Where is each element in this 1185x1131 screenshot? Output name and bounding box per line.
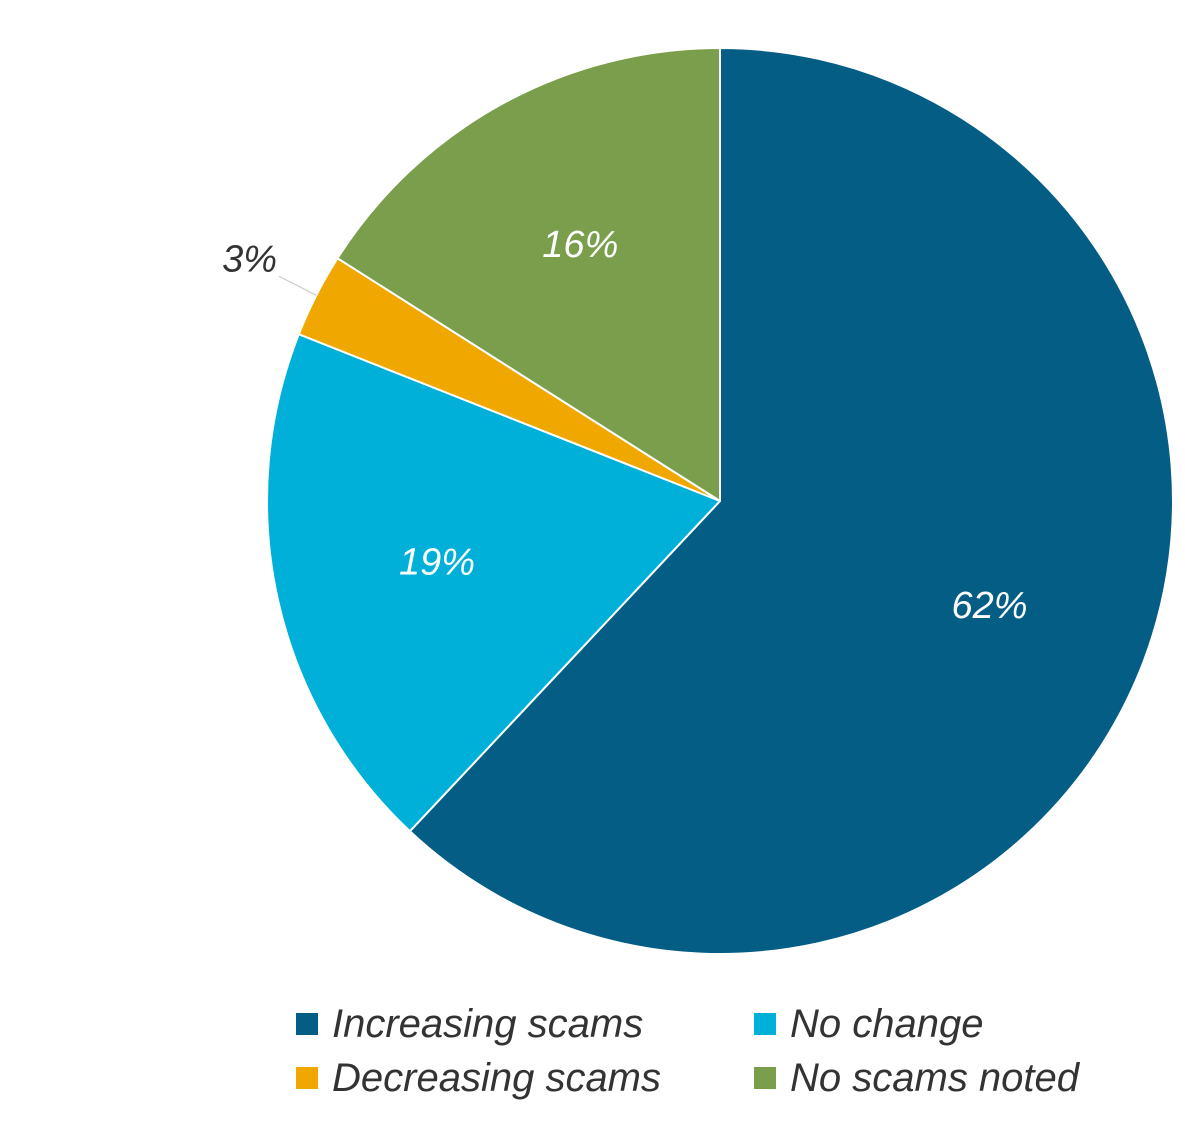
legend-item-no-scams-noted: No scams noted xyxy=(754,1050,1079,1106)
leader-line-decreasing-scams xyxy=(278,275,317,296)
slice-label-increasing-scams: 62% xyxy=(952,585,1028,627)
legend-label: Increasing scams xyxy=(332,1001,644,1046)
legend-item-increasing-scams: Increasing scams xyxy=(296,996,643,1052)
legend-swatch xyxy=(754,1013,776,1035)
legend-item-decreasing-scams: Decreasing scams xyxy=(296,1050,661,1106)
pie-slice-no-change xyxy=(266,333,721,833)
legend-label: No scams noted xyxy=(790,1055,1080,1100)
legend-label: No change xyxy=(790,1001,984,1046)
legend-swatch xyxy=(296,1067,318,1089)
slice-label-no-scams-noted: 16% xyxy=(542,224,618,266)
legend-swatch xyxy=(296,1013,318,1035)
slice-label-no-change: 19% xyxy=(399,541,475,583)
legend-swatch xyxy=(754,1067,776,1089)
legend-label: Decreasing scams xyxy=(332,1055,662,1100)
pie-slices xyxy=(266,47,1174,955)
slice-label-decreasing-scams: 3% xyxy=(222,238,277,280)
legend-item-no-change: No change xyxy=(754,996,983,1052)
pie-labels: 62% 19% 3% 16% xyxy=(222,224,1028,627)
pie-slice-no-scams-noted xyxy=(336,47,721,502)
chart-legend: Increasing scams No change Decreasing sc… xyxy=(296,996,1156,1116)
pie-slice-increasing-scams xyxy=(408,47,1174,955)
